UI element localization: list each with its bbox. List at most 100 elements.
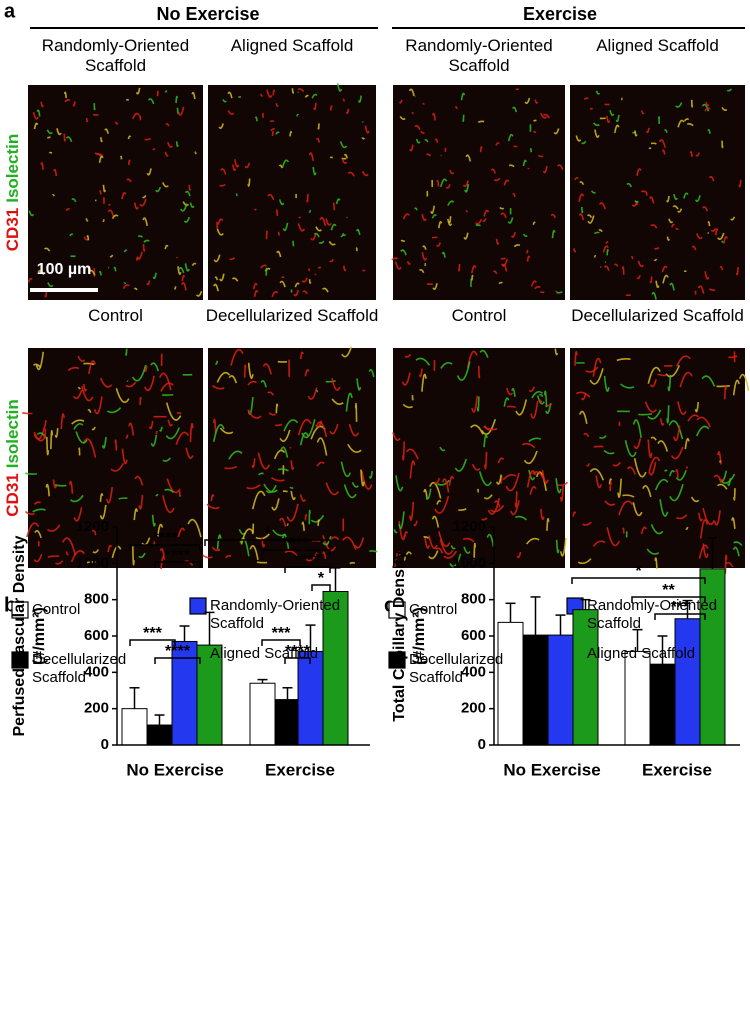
stain-stroke bbox=[715, 228, 719, 236]
stain-stroke bbox=[304, 369, 310, 377]
stain-stroke bbox=[343, 484, 357, 499]
stain-stroke bbox=[290, 460, 295, 470]
stain-stroke bbox=[475, 219, 483, 225]
stain-stroke bbox=[626, 182, 632, 188]
stain-stroke bbox=[316, 437, 328, 456]
stain-stroke bbox=[473, 542, 476, 560]
stain-stroke bbox=[286, 523, 289, 526]
stain-stroke bbox=[408, 88, 415, 97]
stain-stroke bbox=[212, 418, 217, 435]
x-tick-label: Exercise bbox=[265, 760, 335, 779]
stain-stroke bbox=[418, 368, 423, 378]
stain-stroke bbox=[125, 434, 129, 439]
stain-stroke bbox=[81, 386, 94, 402]
stain-stroke bbox=[46, 136, 51, 139]
stain-stroke bbox=[69, 480, 74, 494]
stain-stroke bbox=[304, 94, 309, 98]
legend-label: Aligned Scaffold bbox=[587, 645, 696, 662]
stain-stroke bbox=[294, 282, 300, 288]
stain-stroke bbox=[653, 258, 658, 262]
stain-stroke bbox=[401, 372, 411, 386]
stain-stroke bbox=[498, 281, 503, 285]
stain-stroke bbox=[694, 195, 701, 202]
stain-stroke bbox=[92, 549, 100, 554]
stain-stroke bbox=[701, 375, 716, 387]
stain-stroke bbox=[391, 257, 399, 261]
stain-stroke bbox=[598, 202, 606, 210]
stain-stroke bbox=[646, 548, 660, 555]
stain-stroke bbox=[127, 135, 132, 140]
stain-stroke bbox=[307, 387, 318, 400]
stain-stroke bbox=[224, 465, 238, 470]
stain-stroke bbox=[515, 399, 528, 416]
stain-stroke bbox=[593, 231, 600, 235]
stain-stroke bbox=[107, 544, 113, 553]
stain-stroke bbox=[315, 137, 321, 143]
stain-stroke bbox=[275, 131, 280, 135]
stain-stroke bbox=[83, 362, 95, 366]
stain-stroke bbox=[64, 99, 71, 103]
stain-stroke bbox=[431, 214, 437, 219]
stain-stroke bbox=[556, 291, 563, 294]
stain-stroke bbox=[533, 119, 537, 122]
stain-stroke bbox=[86, 235, 90, 241]
stain-stroke bbox=[423, 535, 430, 539]
x-tick-label: Exercise bbox=[642, 760, 712, 779]
stain-stroke bbox=[308, 509, 311, 525]
stain-stroke bbox=[699, 519, 709, 539]
stain-stroke bbox=[477, 120, 485, 123]
stain-stroke bbox=[673, 425, 681, 442]
stain-stroke bbox=[723, 385, 727, 400]
stain-stroke bbox=[438, 531, 451, 548]
stain-stroke bbox=[402, 213, 410, 220]
stain-stroke bbox=[281, 159, 290, 168]
stain-stroke bbox=[304, 513, 308, 521]
stain-stroke bbox=[579, 181, 585, 186]
stain-stroke bbox=[142, 217, 149, 226]
y-tick-label: 800 bbox=[84, 591, 109, 608]
stain-stroke bbox=[585, 366, 599, 373]
stain-stroke bbox=[555, 290, 558, 293]
stain-stroke bbox=[286, 503, 299, 522]
stain-stroke bbox=[88, 269, 96, 276]
stain-stroke bbox=[273, 449, 286, 460]
stain-stroke bbox=[677, 208, 683, 213]
stain-stroke bbox=[270, 476, 285, 482]
stain-stroke bbox=[586, 463, 591, 467]
stain-stroke bbox=[176, 412, 182, 415]
stain-stroke bbox=[336, 83, 343, 92]
stain-stroke bbox=[528, 469, 536, 481]
stain-stroke bbox=[669, 282, 675, 291]
stain-stroke bbox=[657, 373, 668, 377]
significance-label: * bbox=[635, 563, 642, 580]
stain-stroke bbox=[553, 128, 560, 135]
stain-stroke bbox=[687, 414, 699, 422]
stain-stroke bbox=[98, 270, 102, 276]
stain-stroke bbox=[650, 224, 658, 229]
y-tick-label: 1200 bbox=[76, 518, 109, 535]
stain-stroke bbox=[484, 451, 488, 470]
stain-stroke bbox=[398, 511, 405, 530]
stain-stroke bbox=[662, 274, 669, 284]
bar bbox=[674, 618, 701, 746]
stain-stroke bbox=[216, 371, 231, 383]
stain-stroke bbox=[394, 261, 402, 270]
y-tick-label: 800 bbox=[461, 591, 486, 608]
stain-stroke bbox=[435, 547, 444, 554]
stain-stroke bbox=[167, 419, 173, 427]
stain-stroke bbox=[672, 205, 679, 210]
stain-stroke bbox=[99, 504, 107, 520]
stain-stroke bbox=[175, 431, 190, 445]
stain-stroke bbox=[329, 259, 334, 263]
legend-label: Randomly-Oriented Scaffold bbox=[587, 597, 718, 632]
stain-stroke bbox=[475, 224, 481, 227]
stain-stroke bbox=[152, 272, 157, 280]
stain-stroke bbox=[441, 251, 446, 258]
stain-stroke bbox=[689, 150, 693, 157]
stain-stroke bbox=[277, 231, 281, 236]
stain-stroke bbox=[341, 158, 348, 164]
stain-stroke bbox=[249, 545, 259, 560]
stain-stroke bbox=[609, 481, 613, 492]
stain-stroke bbox=[632, 419, 642, 439]
stain-stroke bbox=[325, 380, 336, 383]
